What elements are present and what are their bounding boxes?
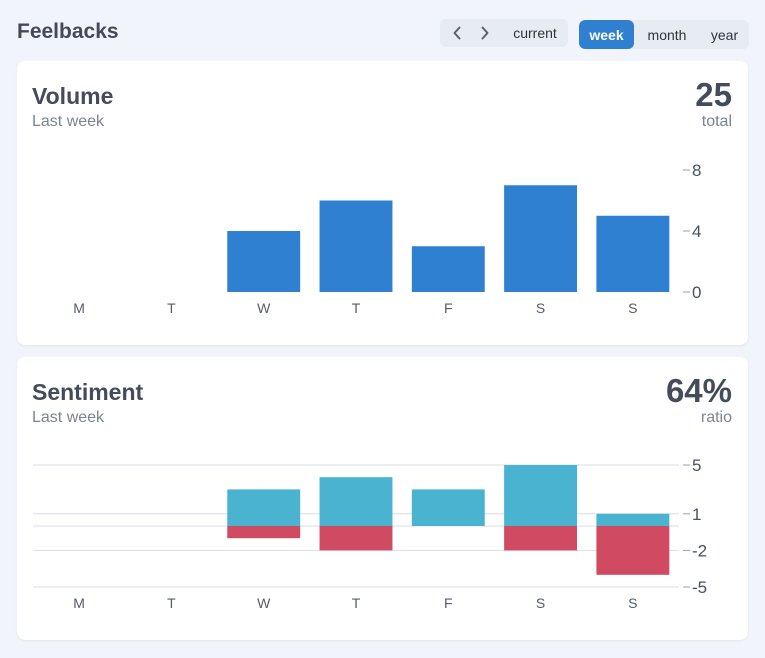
bar-negative [596, 526, 670, 575]
x-tick-label: W [257, 300, 271, 316]
x-tick-label: T [352, 300, 361, 316]
bar [227, 489, 301, 526]
x-tick-label: T [167, 300, 176, 316]
range-week-button[interactable]: week [579, 20, 634, 49]
y-tick-label: 4 [692, 222, 701, 241]
bar [504, 185, 578, 292]
volume-title: Volume [32, 83, 114, 109]
x-tick-label: S [628, 300, 637, 316]
y-tick-label: -5 [692, 578, 707, 597]
bar [596, 513, 670, 526]
x-tick-label: F [444, 300, 453, 316]
volume-subtitle: Last week [32, 113, 105, 130]
bar-negative [227, 526, 301, 539]
volume-total-value: 25 [695, 76, 732, 113]
y-tick-label: 8 [692, 161, 701, 180]
chevron-right-icon [481, 26, 489, 40]
x-tick-label: S [536, 300, 545, 316]
x-tick-label: T [352, 595, 361, 611]
x-tick-label: M [73, 300, 85, 316]
volume-bar-chart: 8 4 0 M T W T F S S [73, 161, 701, 316]
page-header: Feelbacks current week month year [0, 0, 765, 62]
period-navigation: current [440, 19, 568, 47]
bar [319, 200, 393, 292]
y-tick-label: 0 [692, 283, 701, 302]
bar [596, 215, 670, 292]
bar [411, 246, 485, 292]
x-tick-label: F [444, 595, 453, 611]
x-tick-label: T [167, 595, 176, 611]
volume-card: Volume Last week 25 total 8 4 0 M T W T F S S [17, 61, 748, 345]
bar [504, 465, 578, 526]
sentiment-subtitle: Last week [32, 409, 105, 426]
range-selector: week month year [579, 20, 749, 49]
y-tick-label: 5 [692, 456, 701, 475]
range-year-button[interactable]: year [710, 26, 739, 43]
y-tick-label: 1 [692, 505, 701, 524]
bar [411, 489, 485, 526]
sentiment-bar-chart: 5 1 -2 -5 M T W T F S S [33, 456, 707, 611]
page-title: Feelbacks [17, 20, 119, 43]
sentiment-card: Sentiment Last week 64% ratio 5 1 -2 -5 M T W T… [17, 357, 748, 640]
volume-total-label: total [701, 113, 732, 130]
y-tick-label: -2 [692, 541, 707, 560]
x-tick-label: M [73, 595, 85, 611]
previous-period-button[interactable] [444, 19, 470, 47]
current-period-button[interactable]: current [513, 25, 557, 41]
sentiment-ratio-label: ratio [700, 409, 732, 426]
next-period-button[interactable] [472, 19, 498, 47]
bar [319, 477, 393, 526]
bar [227, 231, 301, 292]
x-tick-label: S [536, 595, 545, 611]
sentiment-ratio-value: 64% [665, 372, 732, 409]
x-tick-label: W [257, 595, 271, 611]
x-tick-label: S [628, 595, 637, 611]
sentiment-title: Sentiment [32, 379, 144, 405]
bar-negative [504, 526, 578, 551]
range-month-button[interactable]: month [647, 26, 687, 43]
chevron-left-icon [453, 26, 461, 40]
bar-negative [319, 526, 393, 551]
